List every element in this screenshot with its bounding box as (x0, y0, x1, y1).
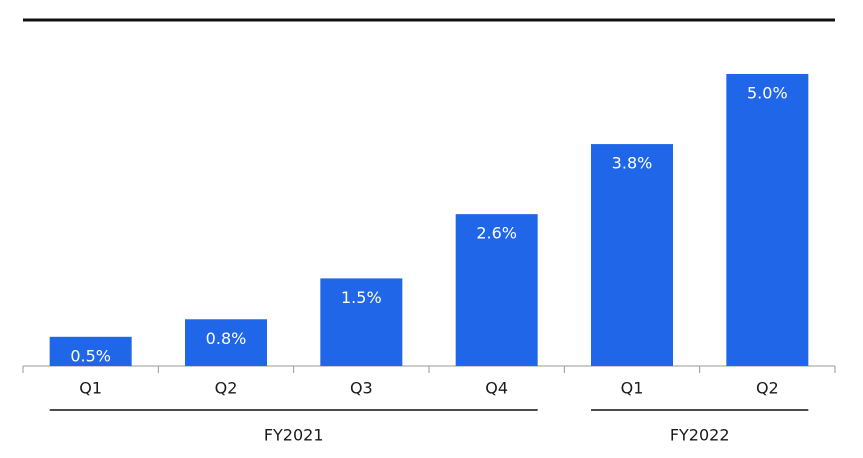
value-label: 5.0% (747, 84, 788, 103)
value-label: 0.5% (70, 346, 111, 365)
bar (49, 336, 132, 366)
value-label: 2.6% (476, 224, 517, 243)
bar (591, 144, 673, 366)
value-label: 0.8% (206, 329, 247, 348)
x-tick-label: Q1 (621, 379, 644, 398)
x-tick-label: Q3 (350, 379, 373, 398)
x-tick-label: Q4 (485, 379, 508, 398)
group-label: FY2022 (670, 426, 730, 445)
x-tick-label: Q1 (79, 379, 102, 398)
bar (185, 319, 267, 366)
bar (455, 214, 538, 366)
value-label: 1.5% (341, 288, 382, 307)
group-label: FY2021 (264, 426, 324, 445)
bar (320, 278, 403, 366)
value-label: 3.8% (612, 154, 653, 173)
x-tick-label: Q2 (756, 379, 779, 398)
bar (726, 74, 809, 366)
x-tick-label: Q2 (215, 379, 238, 398)
